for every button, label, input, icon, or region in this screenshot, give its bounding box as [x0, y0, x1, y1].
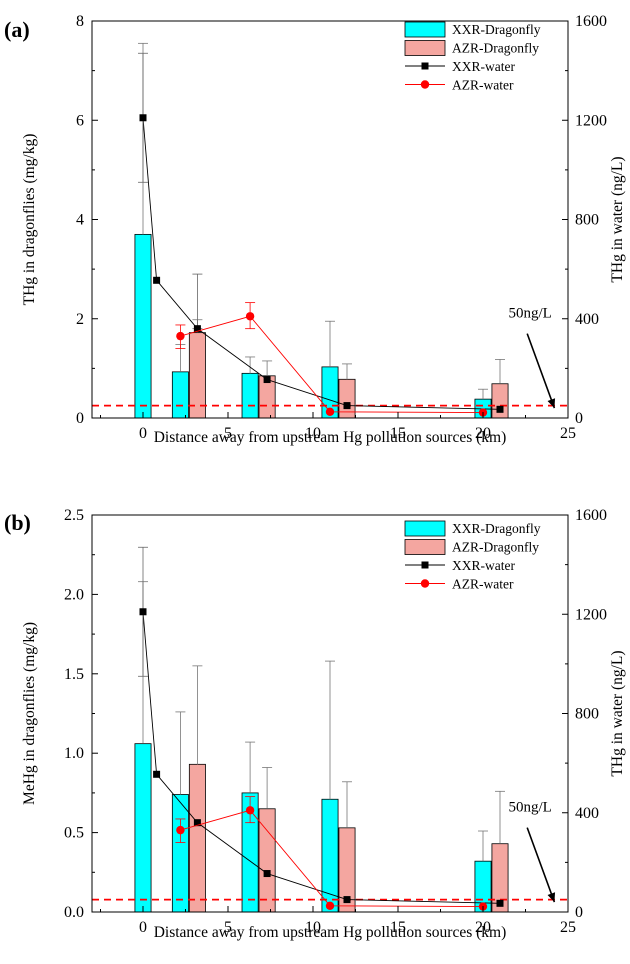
point-xxr-water: [139, 608, 147, 616]
point-azr-water: [176, 331, 185, 341]
chart-panel-b: 0 5 10 15 20 25 0.0 0.5 1.0 1.5 2.0 2.5 0 400 800 1200 1…: [4, 507, 626, 941]
point-azr-water: [176, 825, 185, 835]
y-left-axis-title: MeHg in dragonflies (mg/kg): [21, 622, 38, 805]
x-tick-label: 5: [224, 425, 232, 442]
x-tick-label: 25: [560, 425, 576, 442]
x-tick-label: 15: [390, 425, 406, 442]
annotation-arrow: [526, 827, 556, 903]
y-right-axis-title: THg in water (ng/L): [609, 156, 626, 282]
bar-xxr-dragonfly: [321, 798, 339, 913]
bar-azr-dragonfly: [491, 383, 509, 419]
point-azr-water: [325, 407, 335, 416]
x-tick-label: 20: [475, 919, 491, 936]
y-left-tick-label: 1.0: [64, 745, 84, 762]
x-tick-label: 25: [560, 919, 576, 936]
y-left-tick-label: 4: [76, 212, 84, 229]
point-xxr-water: [153, 276, 161, 284]
y-left-axis-title: THg in dragonflies (mg/kg): [21, 134, 38, 306]
point-xxr-water: [193, 819, 201, 827]
point-azr-water: [245, 312, 255, 321]
legend-swatch-azr-dragonfly: [404, 40, 446, 56]
x-tick-label: 0: [139, 919, 147, 936]
point-xxr-water: [263, 376, 271, 384]
point-xxr-water: [193, 325, 201, 333]
line-azr-water: [180, 809, 484, 907]
y-right-tick-label: 1200: [575, 606, 607, 623]
reference-line-label: 50ng/L: [509, 306, 552, 322]
annotation-arrow: [526, 333, 556, 409]
y-left-tick-label: 0.0: [64, 904, 84, 921]
point-xxr-water: [153, 770, 161, 778]
bar-xxr-dragonfly: [134, 233, 152, 419]
bar-xxr-dragonfly: [171, 794, 189, 913]
point-xxr-water: [343, 896, 351, 904]
legend-label: AZR-Dragonfly: [452, 540, 539, 555]
x-tick-label: 0: [139, 425, 147, 442]
y-right-tick-label: 400: [575, 311, 599, 328]
annotation-arrowhead: [547, 892, 556, 903]
y-left-tick-label: 2: [76, 311, 84, 328]
legend-label: XXR-Dragonfly: [452, 22, 541, 37]
bar-xxr-dragonfly: [134, 743, 152, 913]
legend-label: AZR-water: [452, 577, 514, 592]
legend-label: XXR-Dragonfly: [452, 521, 541, 536]
y-right-axis-title: THg in water (ng/L): [609, 650, 626, 776]
bar-azr-dragonfly: [188, 763, 206, 913]
line-xxr-water: [142, 117, 501, 410]
y-right-tick-label: 1600: [575, 507, 607, 524]
legend-swatch-xxr-dragonfly: [404, 520, 446, 537]
y-left-tick-label: 2.0: [64, 586, 84, 603]
legend-swatch-azr-dragonfly: [404, 539, 446, 555]
x-tick-label: 20: [475, 425, 491, 442]
x-tick-label: 5: [224, 919, 232, 936]
legend-swatch-xxr-dragonfly: [404, 21, 446, 38]
legend-label: AZR-water: [452, 78, 514, 93]
reference-line-label: 50ng/L: [509, 800, 552, 816]
point-xxr-water: [343, 402, 351, 410]
y-right-tick-label: 0: [575, 904, 583, 921]
y-right-tick-label: 800: [575, 706, 599, 723]
x-axis-title: Distance away from upstream Hg pollution…: [154, 429, 507, 446]
legend-marker-xxr-water: [421, 62, 429, 70]
bar-xxr-dragonfly: [241, 372, 259, 419]
bar-xxr-dragonfly: [171, 371, 189, 419]
panel-label: (b): [4, 510, 31, 535]
line-azr-water: [180, 315, 484, 413]
annotation-arrowhead: [547, 398, 556, 409]
legend-label: XXR-water: [452, 558, 515, 573]
y-right-tick-label: 400: [575, 805, 599, 822]
y-left-tick-label: 0.5: [64, 825, 84, 842]
legend-label: AZR-Dragonfly: [452, 41, 539, 56]
legend-marker-azr-water: [420, 579, 430, 588]
legend-marker-xxr-water: [421, 561, 429, 569]
y-left-tick-label: 2.5: [64, 507, 84, 524]
y-right-tick-label: 0: [575, 410, 583, 427]
point-azr-water: [245, 806, 255, 815]
legend-label: XXR-water: [452, 59, 515, 74]
legend-marker-azr-water: [420, 80, 430, 89]
x-tick-label: 10: [305, 425, 321, 442]
point-xxr-water: [263, 870, 271, 878]
x-tick-label: 10: [305, 919, 321, 936]
point-azr-water: [325, 901, 335, 910]
x-axis-title: Distance away from upstream Hg pollution…: [154, 924, 507, 941]
y-right-tick-label: 1200: [575, 112, 607, 129]
y-left-tick-label: 1.5: [64, 666, 84, 683]
y-right-tick-label: 1600: [575, 13, 607, 30]
panel-label: (a): [4, 17, 30, 42]
y-left-tick-label: 0: [76, 410, 84, 427]
point-xxr-water: [496, 899, 504, 907]
point-xxr-water: [139, 114, 147, 122]
y-left-tick-label: 8: [76, 13, 84, 30]
y-right-tick-label: 800: [575, 212, 599, 229]
x-tick-label: 15: [390, 919, 406, 936]
line-xxr-water: [142, 611, 501, 904]
point-xxr-water: [496, 405, 504, 413]
y-left-tick-label: 6: [76, 112, 84, 129]
